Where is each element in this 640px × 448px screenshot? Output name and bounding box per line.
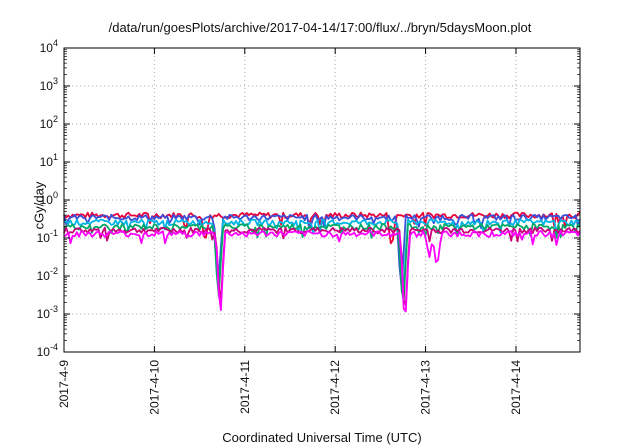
x-tick-label: 2017-4-14 [509,360,523,415]
x-tick-label: 2017-4-12 [328,360,342,415]
y-tick-label: 101 [40,152,58,169]
series-lines [63,211,581,313]
y-tick-label: 104 [40,38,58,55]
chart-title: /data/run/goesPlots/archive/2017-04-14/1… [108,20,532,35]
series-line-4 [63,222,581,303]
y-tick-label: 103 [40,76,58,93]
y-tick-label: 10-2 [37,266,58,283]
series-line-5 [63,226,581,306]
grid-lines [64,48,580,352]
x-tick-label: 2017-4-9 [57,360,71,408]
y-tick-label: 10-1 [37,228,58,245]
x-axis-label: Coordinated Universal Time (UTC) [222,430,422,445]
plot-frame [63,47,581,353]
x-tick-label: 2017-4-11 [238,360,252,414]
x-tick-label: 2017-4-10 [147,360,161,415]
x-tick-label: 2017-4-13 [419,360,433,415]
y-tick-label: 100 [40,190,58,207]
y-tick-label: 10-4 [37,342,58,359]
y-tick-label: 10-3 [37,304,58,321]
series-line-3 [64,218,581,291]
y-tick-label: 102 [40,114,58,131]
series-line-6 [63,230,581,313]
